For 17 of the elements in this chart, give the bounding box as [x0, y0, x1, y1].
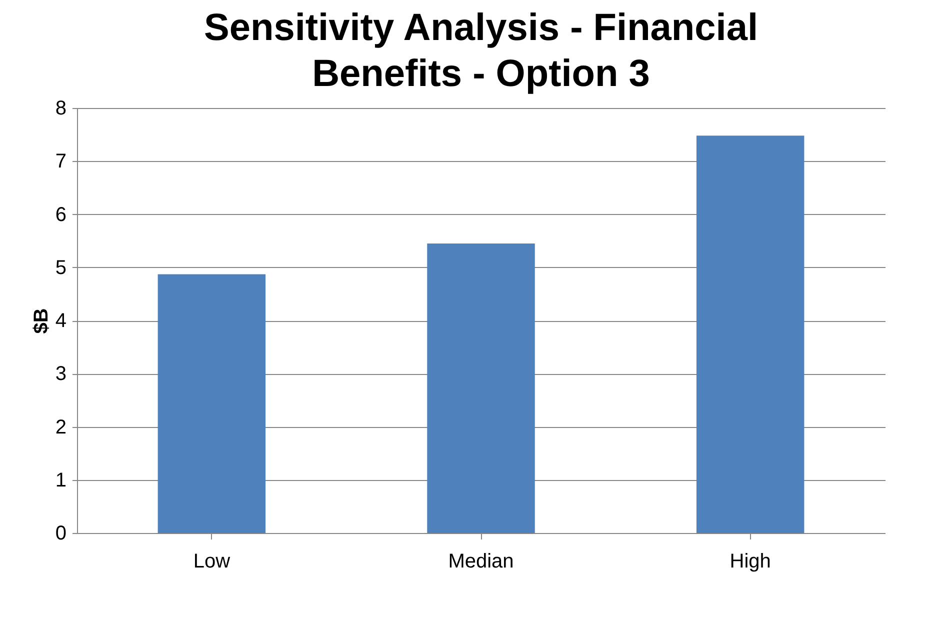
y-axis-title: $B: [30, 308, 52, 334]
x-tick-label: High: [730, 550, 771, 572]
y-tick-label: 5: [55, 256, 66, 279]
y-tick-label: 2: [55, 416, 66, 438]
y-tick-label: 4: [55, 310, 66, 332]
y-tick-label: 6: [55, 204, 66, 226]
bar: [158, 274, 266, 533]
y-tick-label: 7: [55, 150, 66, 173]
x-tick-label: Low: [193, 550, 231, 572]
x-tick-label: Median: [448, 550, 514, 572]
y-tick-label: 1: [55, 469, 66, 492]
bar: [696, 136, 804, 533]
y-tick-label: 0: [55, 522, 66, 544]
chart-title: Sensitivity Analysis - Financial Benefits - Option 3: [204, 7, 758, 95]
bar: [427, 243, 535, 533]
y-tick-label: 8: [55, 98, 66, 120]
y-tick-label: 3: [55, 363, 66, 386]
